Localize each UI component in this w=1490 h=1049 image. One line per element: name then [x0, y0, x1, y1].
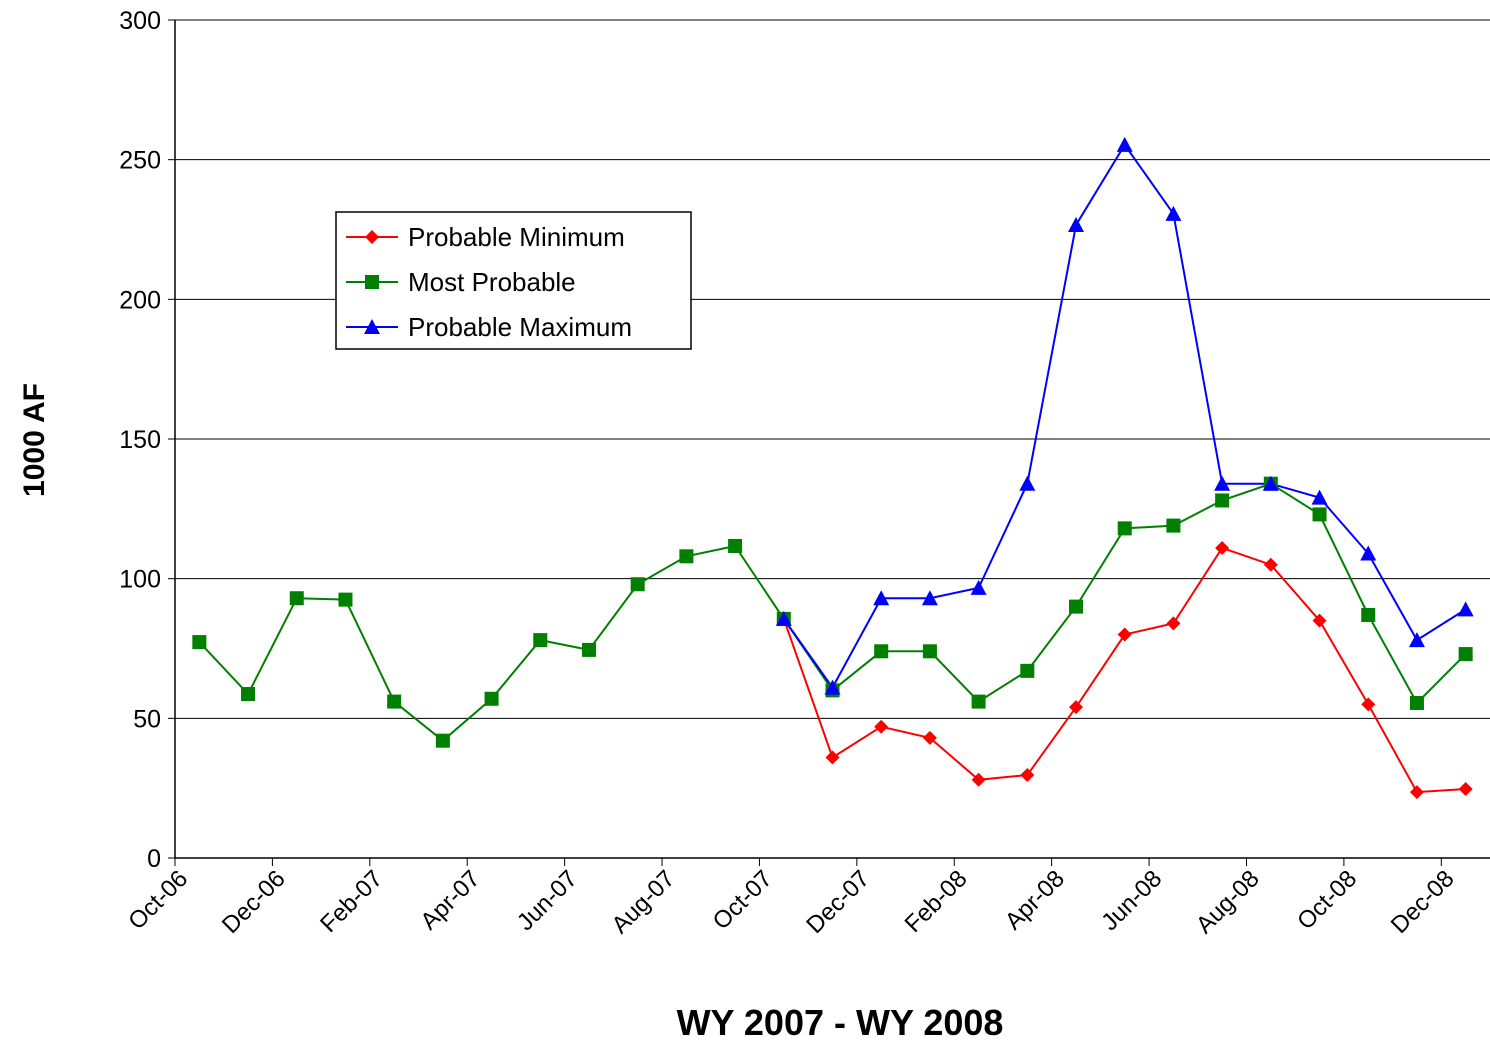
y-tick-label: 50 [133, 705, 161, 733]
marker [1263, 557, 1278, 572]
marker [1458, 647, 1473, 662]
marker [1312, 613, 1327, 628]
marker [192, 635, 207, 650]
x-tick-label: Aug-08 [1191, 865, 1265, 939]
y-tick-label: 150 [119, 426, 161, 454]
marker [533, 633, 548, 648]
marker [873, 590, 890, 606]
x-axis-title: WY 2007 - WY 2008 [677, 1002, 1004, 1043]
marker [1409, 695, 1424, 710]
x-tick-label: Jun-07 [512, 865, 583, 936]
y-tick-label: 0 [147, 845, 161, 873]
legend-label: Probable Maximum [408, 312, 632, 342]
marker [484, 691, 499, 706]
marker [387, 694, 402, 709]
marker [338, 592, 353, 607]
marker [921, 590, 938, 606]
marker [1311, 489, 1328, 505]
legend-label: Most Probable [408, 267, 576, 297]
x-tick-label: Oct-07 [708, 865, 778, 935]
marker [365, 230, 379, 244]
marker [1457, 601, 1474, 617]
x-tick-label: Jun-08 [1096, 865, 1167, 936]
marker [922, 644, 937, 659]
marker [1020, 663, 1035, 678]
x-tick-label: Feb-07 [315, 865, 388, 938]
marker [874, 644, 889, 659]
marker [679, 549, 694, 564]
x-tick-label: Apr-07 [415, 865, 485, 935]
marker [971, 772, 986, 787]
marker [1409, 785, 1424, 800]
marker [289, 591, 304, 606]
marker [581, 642, 596, 657]
y-axis-title: 1000 AF [18, 383, 51, 497]
marker [728, 538, 743, 553]
marker [365, 275, 379, 289]
marker [1069, 700, 1084, 715]
marker [435, 733, 450, 748]
marker [1215, 493, 1230, 508]
x-tick-label: Oct-06 [123, 865, 193, 935]
marker [241, 687, 256, 702]
marker [1262, 475, 1279, 491]
marker [825, 750, 840, 765]
x-tick-label: Aug-07 [606, 865, 680, 939]
marker [364, 319, 380, 334]
marker [971, 694, 986, 709]
x-tick-label: Oct-08 [1292, 865, 1362, 935]
marker [1408, 632, 1425, 648]
marker [824, 679, 841, 695]
x-tick-label: Apr-08 [1000, 865, 1070, 935]
y-tick-label: 300 [119, 7, 161, 35]
y-tick-label: 100 [119, 566, 161, 594]
marker [1166, 518, 1181, 533]
series-line [782, 546, 1466, 794]
marker [1165, 205, 1182, 221]
marker [1117, 521, 1132, 536]
marker [874, 719, 889, 734]
marker [1361, 697, 1376, 712]
marker [1068, 217, 1085, 233]
x-tick-label: Dec-08 [1386, 865, 1460, 939]
marker [1019, 475, 1036, 491]
marker [1166, 616, 1181, 631]
marker [1117, 627, 1132, 642]
marker [970, 579, 987, 595]
y-tick-label: 250 [119, 147, 161, 175]
marker [1458, 782, 1473, 797]
legend-label: Probable Minimum [408, 222, 625, 252]
marker [922, 730, 937, 745]
marker [1361, 607, 1376, 622]
marker [1214, 475, 1231, 491]
marker [775, 610, 792, 626]
marker [1215, 540, 1230, 555]
marker [1020, 768, 1035, 783]
marker [1360, 545, 1377, 561]
x-tick-label: Feb-08 [900, 865, 973, 938]
y-tick-label: 200 [119, 286, 161, 314]
marker [630, 577, 645, 592]
marker [1116, 136, 1133, 152]
x-tick-label: Dec-06 [217, 865, 291, 939]
marker [1069, 599, 1084, 614]
x-tick-label: Dec-07 [801, 865, 875, 939]
marker [1312, 507, 1327, 522]
